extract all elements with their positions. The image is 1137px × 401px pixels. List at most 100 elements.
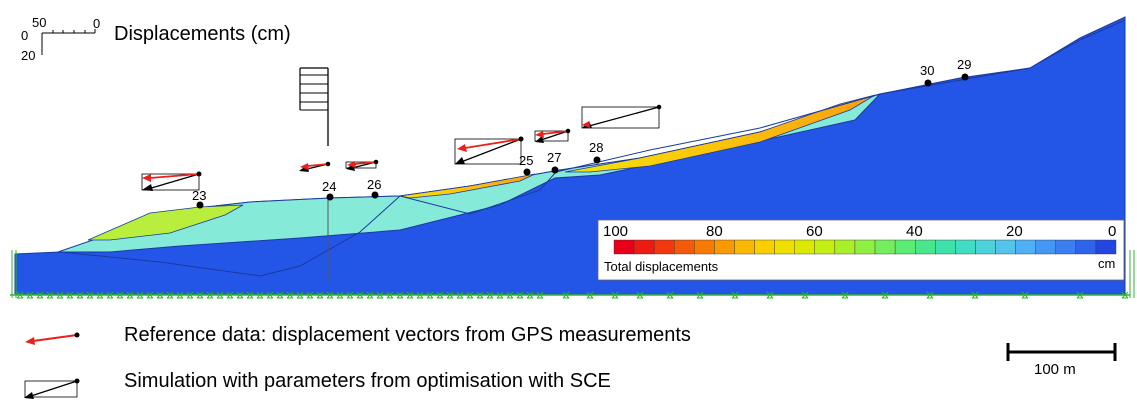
colorbar-cell [754,239,775,255]
fixity-symbol [366,291,374,299]
fixity-symbol [971,291,979,299]
fixity-symbol [206,291,214,299]
fixity-symbol [66,291,74,299]
point-29-label: 29 [957,57,971,72]
fixity-symbol [296,291,304,299]
fixity-symbol [841,291,849,299]
fixity-symbol [26,291,34,299]
fixity-symbol [456,291,464,299]
fixity-symbol [166,291,174,299]
colorbar-cell [774,239,795,255]
fixity-symbol [406,291,414,299]
inclinometer [299,67,329,282]
fixity-symbol [266,291,274,299]
colorbar-cell [935,239,956,255]
fixity-symbol [46,291,54,299]
scale-bar-label: 100 m [1034,361,1076,378]
fixity-symbol [56,291,64,299]
fixity-symbol [506,291,514,299]
fixity-symbol [466,291,474,299]
zone-lime-left [87,204,244,241]
fixity-symbol [36,291,44,299]
vscale-label-0a: 0 [21,28,28,43]
point-28-label: 28 [589,140,603,155]
legend-simulation-icon [24,378,80,399]
fixity-symbol [496,291,504,299]
colorbar-cell [794,239,815,255]
legend-reference-text: Reference data: displacement vectors fro… [124,324,691,346]
point-27-marker [551,166,559,174]
colorbar-cell [814,239,836,255]
fixity-symbol [416,291,424,299]
fixity-symbol [216,291,224,299]
fixity-symbol [731,291,739,299]
colorbar-cell [653,239,675,255]
colorbar-cell [1035,239,1056,255]
colorbar-cell [874,239,896,255]
point-23-label: 23 [192,188,206,203]
colorbar-cell [1095,239,1117,255]
colorbar-unit: cm [1098,256,1115,271]
point-28-marker [593,156,601,164]
fixity-symbol [696,291,704,299]
fixity-symbol [186,291,194,299]
colorbar-cell [854,239,876,255]
point-27-label: 27 [547,150,561,165]
point-26-label: 26 [367,177,381,192]
legend: Reference data: displacement vectors fro… [24,324,691,399]
vector-group-26 [345,159,379,171]
fixity-symbol [436,291,444,299]
fixity-symbol [386,291,394,299]
fixity-symbol [586,291,594,299]
fixity-symbol [126,291,134,299]
fixity-symbol [926,291,934,299]
fixity-symbol [766,291,774,299]
displacement-vectors [141,104,662,191]
colorbar-cell [955,239,976,255]
fixity-symbol [106,291,114,299]
fixity-symbol [1021,291,1029,299]
fixity-symbol [346,291,354,299]
point-30-marker [924,79,932,87]
mesh-fixities [16,291,1129,299]
point-29-marker [961,73,969,81]
colorbar-tick-0: 0 [1108,223,1116,240]
colorbar-tick-20: 20 [1006,223,1023,240]
point-26-marker [371,191,379,199]
vector-scale: 0 50 0 20 [21,15,100,63]
fixity-symbol [636,291,644,299]
vscale-label-50: 50 [32,15,46,30]
zone-band-mid [399,173,536,199]
colorbar-cell [1015,239,1036,255]
mesh-boundary-left [11,250,1135,298]
colorbar-cell [834,239,856,255]
colorbar-cell [894,239,916,255]
fixity-symbol [666,291,674,299]
point-30-label: 30 [920,63,934,78]
fixity-symbol [86,291,94,299]
colorbar: 100 80 60 40 20 0 Total displacements cm [597,219,1125,281]
colorbar-cell [915,239,936,255]
fixity-symbol [146,291,154,299]
slip-surface [59,19,1126,277]
vector-group-25 [454,136,524,165]
fixity-symbol [156,291,164,299]
fixity-symbol [196,291,204,299]
colorbar-cell [714,239,735,255]
fixity-symbol [316,291,324,299]
fixity-symbol [1121,291,1129,299]
fixity-symbol [286,291,294,299]
fixity-symbol [306,291,314,299]
fixity-symbol [476,291,484,299]
figure-title: Displacements (cm) [114,23,291,45]
fixity-symbol [486,291,494,299]
fixity-symbol [356,291,364,299]
fixity-symbol [536,291,544,299]
colorbar-tick-100: 100 [603,223,628,240]
fixity-symbol [226,291,234,299]
legend-simulation-text: Simulation with parameters from optimisa… [124,370,611,392]
fixity-symbol [276,291,284,299]
colorbar-cell [975,239,996,255]
fixity-symbol [336,291,344,299]
